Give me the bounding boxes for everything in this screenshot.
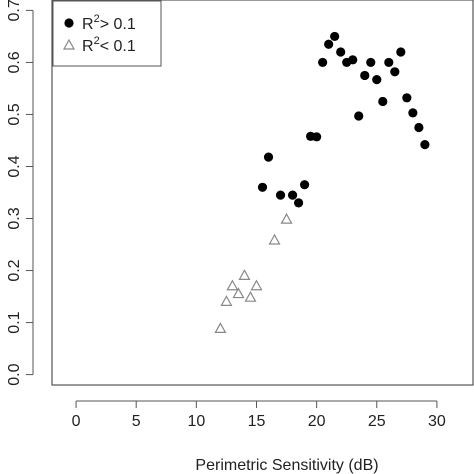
legend-label-r2-gt-sup: 2 xyxy=(94,13,100,25)
data-point-triangle xyxy=(280,212,293,224)
data-point-circle xyxy=(324,39,334,49)
data-point-triangle xyxy=(268,233,281,245)
x-axis: 0 5 10 15 20 25 30 xyxy=(72,400,446,430)
legend-marker-triangle-icon xyxy=(62,38,76,50)
x-axis-title: Perimetric Sensitivity (dB) xyxy=(195,457,378,474)
y-tick-label: 0.7 xyxy=(6,0,23,22)
y-tick-label: 0.2 xyxy=(6,259,23,281)
data-point-circle xyxy=(372,75,382,85)
data-point-triangle xyxy=(244,290,257,302)
x-tick-label: 20 xyxy=(308,413,326,430)
data-point-circle xyxy=(396,47,406,57)
data-point-triangle xyxy=(214,322,227,334)
y-axis: 0.0 0.1 0.2 0.3 0.4 0.5 0.6 0.7 xyxy=(6,0,34,386)
data-point-triangle xyxy=(238,269,251,280)
legend: R2> 0.1 R2< 0.1 xyxy=(52,0,162,67)
y-tick-label: 0.5 xyxy=(6,103,23,125)
data-point-circle xyxy=(318,57,328,68)
y-tick-label: 0.0 xyxy=(6,363,23,385)
data-point-circle xyxy=(378,96,388,107)
data-point-circle xyxy=(257,182,268,192)
y-tick-label: 0.1 xyxy=(6,311,23,333)
legend-label-r2-gt-rest: > 0.1 xyxy=(100,16,136,33)
data-point-circle xyxy=(293,198,304,208)
data-point-circle xyxy=(312,132,322,142)
data-point-circle xyxy=(390,67,400,77)
data-point-circle xyxy=(348,55,358,65)
data-point-circle xyxy=(408,108,418,118)
data-point-circle xyxy=(336,47,346,57)
data-point-circle xyxy=(402,93,412,103)
legend-box xyxy=(52,0,162,67)
x-tick-label: 30 xyxy=(428,413,446,430)
data-point-circle xyxy=(366,57,376,68)
y-tick-label: 0.3 xyxy=(6,207,23,229)
data-point-circle xyxy=(287,190,298,200)
legend-label-r2-gt-base: R xyxy=(82,16,94,33)
data-point-circle xyxy=(354,111,364,121)
data-point-circle xyxy=(384,57,394,68)
legend-label-r2-lt: R2< 0.1 xyxy=(82,35,136,55)
data-point-circle xyxy=(300,180,310,190)
x-tick-label: 15 xyxy=(248,413,266,430)
data-point-circle xyxy=(420,140,430,150)
y-tick-label: 0.6 xyxy=(6,51,23,73)
data-point-triangle xyxy=(250,279,263,291)
y-tick-label: 0.4 xyxy=(6,155,23,177)
x-tick-label: 25 xyxy=(368,413,386,430)
data-point-circle xyxy=(414,122,424,133)
data-points xyxy=(214,31,430,334)
legend-label-r2-lt-rest: < 0.1 xyxy=(100,38,136,55)
legend-label-r2-lt-base: R xyxy=(82,38,94,55)
data-point-triangle xyxy=(226,279,239,291)
plot-frame xyxy=(51,0,474,386)
data-point-triangle xyxy=(232,287,245,299)
legend-label-r2-lt-sup: 2 xyxy=(94,35,100,47)
data-point-circle xyxy=(330,31,340,42)
legend-marker-circle-icon xyxy=(64,18,74,28)
x-tick-label: 10 xyxy=(187,413,205,430)
x-tick-label: 0 xyxy=(72,413,81,430)
data-point-triangle xyxy=(220,295,233,306)
legend-label-r2-gt: R2> 0.1 xyxy=(82,13,136,33)
data-point-circle xyxy=(360,70,370,81)
data-point-circle xyxy=(275,190,286,200)
x-tick-label: 5 xyxy=(132,413,141,430)
data-point-circle xyxy=(263,152,274,162)
